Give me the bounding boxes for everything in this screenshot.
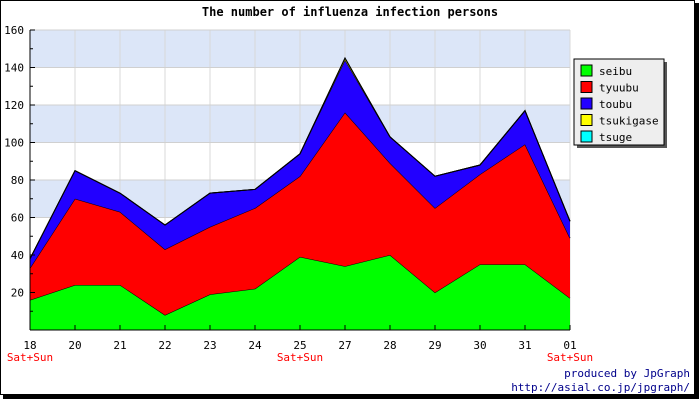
- y-tick-label: 40: [11, 249, 24, 262]
- series-area-toubu: [30, 60, 570, 269]
- series-line-tsuge: [29, 57, 571, 259]
- x-tick-label: 21: [113, 339, 126, 352]
- y-tick-label: 20: [11, 287, 24, 300]
- y-tick-label: 140: [4, 62, 24, 75]
- legend-label-tyuubu: tyuubu: [599, 82, 639, 95]
- x-tick-label: 20: [68, 339, 81, 352]
- legend-label-toubu: toubu: [599, 98, 632, 111]
- legend-swatch-tyuubu: [580, 81, 593, 93]
- x-tick-label: 22: [158, 339, 171, 352]
- series-area-seibu: [30, 255, 570, 330]
- x-tick-label: 25: [293, 339, 306, 352]
- x-weekend-label: Sat+Sun: [547, 351, 593, 364]
- x-tick-label: 31: [518, 339, 531, 352]
- plot-series: [29, 57, 571, 330]
- y-tick-label: 160: [4, 24, 24, 37]
- y-tick-label: 80: [11, 174, 24, 187]
- x-tick-label: 30: [473, 339, 486, 352]
- x-tick-label: 27: [338, 339, 351, 352]
- legend-swatch-toubu: [580, 97, 593, 110]
- x-tick-label: 28: [383, 339, 396, 352]
- legend-swatch-tsukigase: [580, 114, 593, 126]
- legend-swatch-seibu: [580, 64, 593, 77]
- x-weekend-label: Sat+Sun: [277, 351, 323, 364]
- x-tick-label: 24: [248, 339, 262, 352]
- x-weekend-label: Sat+Sun: [7, 351, 53, 364]
- legend-label-seibu: seibu: [599, 65, 632, 78]
- credit-line-1: produced by JpGraph: [564, 367, 690, 380]
- x-tick-label: 29: [428, 339, 441, 352]
- credit-line-2: http://asial.co.jp/jpgraph/: [511, 381, 690, 394]
- x-tick-label: 18: [23, 339, 36, 352]
- chart-title: The number of influenza infection person…: [202, 5, 498, 19]
- legend: seibu tyuubu toubu tsukigase tsuge: [573, 58, 667, 148]
- x-tick-label: 23: [203, 339, 216, 352]
- y-tick-label: 60: [11, 212, 24, 225]
- y-tick-label: 120: [4, 99, 24, 112]
- y-tick-label: 100: [4, 137, 24, 150]
- legend-swatch-tsuge: [580, 130, 593, 143]
- legend-label-tsukigase: tsukigase: [599, 115, 659, 128]
- y-axis-ticks: 20 40 60 80 100 120 140 160: [4, 24, 35, 312]
- legend-label-tsuge: tsuge: [599, 131, 632, 144]
- series-area-tyuubu: [30, 112, 570, 315]
- x-tick-label: 01: [563, 339, 576, 352]
